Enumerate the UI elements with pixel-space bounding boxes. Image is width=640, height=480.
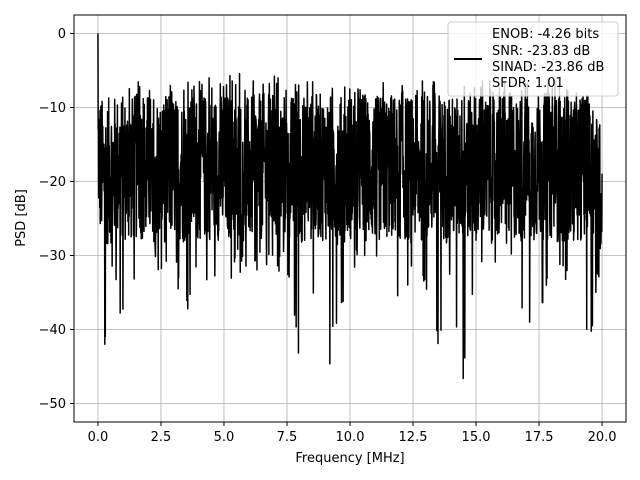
y-axis-ticks: 0 −10 −20 −30 −40 −50	[39, 27, 74, 412]
legend-sfdr: SFDR: 1.01	[492, 76, 564, 91]
y-tick-label: −20	[39, 175, 66, 190]
x-tick-label: 10.0	[336, 430, 365, 445]
y-tick-label: −30	[39, 249, 66, 264]
legend-snr: SNR: -23.83 dB	[492, 44, 590, 59]
x-tick-label: 2.5	[151, 430, 172, 445]
y-tick-label: 0	[58, 27, 66, 42]
y-tick-label: −40	[39, 323, 66, 338]
legend-sinad: SINAD: -23.86 dB	[492, 60, 604, 75]
x-tick-label: 15.0	[462, 430, 491, 445]
x-tick-label: 12.5	[399, 430, 428, 445]
psd-trace-line	[97, 33, 603, 380]
psd-trace	[97, 33, 603, 380]
y-axis-label: PSD [dB]	[14, 189, 29, 247]
x-axis-ticks: 0.0 2.5 5.0 7.5 10.0 12.5 15.0 17.5 20.0	[88, 422, 617, 445]
x-tick-label: 17.5	[525, 430, 554, 445]
x-tick-label: 20.0	[588, 430, 617, 445]
x-tick-label: 5.0	[214, 430, 235, 445]
y-tick-label: −50	[39, 397, 66, 412]
x-axis-label: Frequency [MHz]	[295, 451, 404, 466]
x-tick-label: 0.0	[88, 430, 109, 445]
legend: ENOB: -4.26 bits SNR: -23.83 dB SINAD: -…	[447, 21, 619, 97]
legend-box	[447, 21, 619, 97]
x-tick-label: 7.5	[277, 430, 298, 445]
y-tick-label: −10	[39, 101, 66, 116]
legend-enob: ENOB: -4.26 bits	[492, 27, 599, 42]
